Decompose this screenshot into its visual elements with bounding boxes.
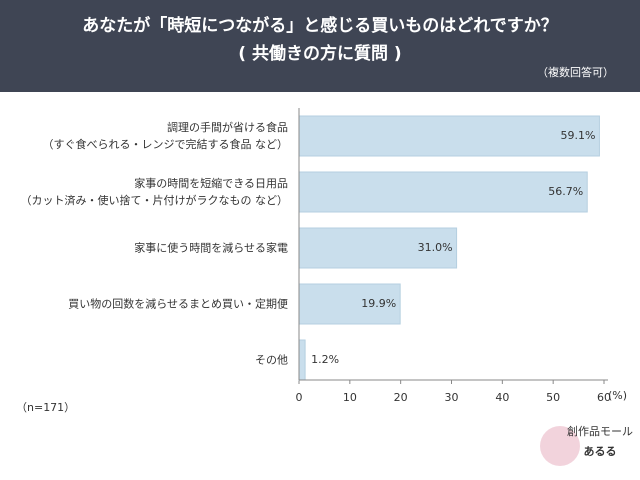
bar bbox=[298, 171, 588, 213]
note: （複数回答可） bbox=[537, 66, 614, 79]
logo-subtitle: 創作品モール bbox=[567, 424, 633, 438]
logo-mark bbox=[540, 426, 580, 466]
bar bbox=[298, 339, 306, 381]
x-tick-label: 20 bbox=[394, 391, 408, 404]
x-tick-label: 0 bbox=[296, 391, 303, 404]
header bbox=[0, 0, 640, 92]
x-tick-label: 10 bbox=[343, 391, 357, 404]
x-tick-label: 30 bbox=[445, 391, 459, 404]
x-tick-label: 40 bbox=[495, 391, 509, 404]
x-tick-label: 50 bbox=[546, 391, 560, 404]
category-label: 買い物の回数を減らせるまとめ買い・定期便 bbox=[68, 297, 288, 311]
bar bbox=[298, 227, 458, 269]
category-label: 調理の手間が省ける食品 （すぐ食べられる・レンジで完結する食品 など） bbox=[42, 121, 289, 151]
value-label: 19.9% bbox=[361, 297, 396, 310]
category-label: 家事の時間を短縮できる日用品 （カット済み・使い捨て・片付けがラクなもの など） bbox=[20, 177, 289, 207]
bar bbox=[298, 115, 600, 157]
x-unit: (%) bbox=[608, 389, 627, 402]
category-label: 家事に使う時間を減らせる家電 bbox=[134, 241, 288, 255]
value-label: 1.2% bbox=[311, 353, 339, 366]
category-label: その他 bbox=[255, 353, 288, 367]
value-label: 31.0% bbox=[418, 241, 453, 254]
value-label: 56.7% bbox=[548, 185, 583, 198]
sample-note: （n=171） bbox=[16, 401, 75, 414]
title: あなたが「時短につながる」と感じる買いものはどれですか？ ( 共働きの方に質問 … bbox=[82, 16, 558, 64]
value-label: 59.1% bbox=[560, 129, 595, 142]
logo-name: あるる bbox=[584, 445, 617, 458]
bar bbox=[298, 283, 401, 325]
x-tick-label: 60 bbox=[597, 391, 611, 404]
